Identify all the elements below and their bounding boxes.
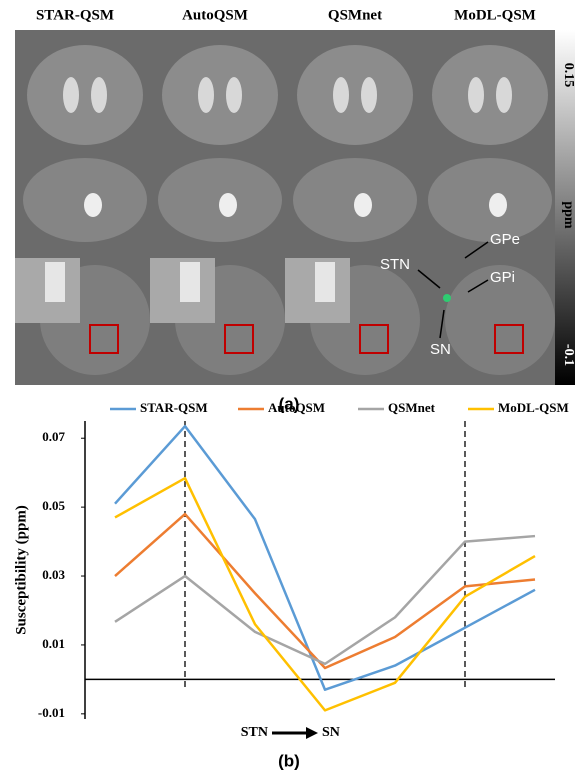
series-line [114, 512, 536, 670]
colorbar [555, 30, 575, 385]
y-tick-label: 0.07 [42, 429, 65, 444]
sagittal-spot [354, 193, 372, 217]
deep-gray [468, 77, 484, 113]
annotation: GPi [490, 269, 515, 286]
panel-a: STAR-QSM AutoQSM QSMnet MoDL-QSM 0.15 pp… [15, 7, 576, 413]
x-axis-arrowhead [306, 727, 318, 739]
axial-slice [297, 45, 413, 145]
axial-slice [162, 45, 278, 145]
axial-slice [432, 45, 548, 145]
roi-box [494, 324, 524, 354]
x-axis-label: SN [322, 725, 340, 740]
y-tick-label: -0.01 [38, 705, 65, 720]
annotation: SN [430, 341, 451, 358]
column-header: MoDL-QSM [454, 7, 536, 23]
deep-gray [496, 77, 512, 113]
legend-label: QSMnet [388, 400, 436, 415]
inset-spot [315, 262, 335, 302]
sagittal-spot [219, 193, 237, 217]
panel-label: (b) [278, 751, 300, 770]
sagittal-spot [84, 193, 102, 217]
annotation: GPe [490, 231, 520, 248]
deep-gray [63, 77, 79, 113]
roi-box [224, 324, 254, 354]
roi-box [359, 324, 389, 354]
panel-label: (a) [279, 394, 300, 413]
column-header: STAR-QSM [36, 7, 114, 23]
sagittal-spot [489, 193, 507, 217]
y-tick-label: 0.01 [42, 636, 65, 651]
roi-box [89, 324, 119, 354]
panel-b: Susceptibility (ppm) STN SN (b) 0.07 0.05… [13, 400, 568, 771]
brain-images [15, 45, 555, 375]
legend-label: AutoQSM [268, 400, 325, 415]
annotation: STN [380, 256, 410, 273]
series-line [114, 424, 536, 691]
roi-marker [443, 294, 451, 302]
series-line [114, 534, 536, 666]
legend-label: STAR-QSM [140, 400, 208, 415]
colorbar-unit: ppm [561, 201, 576, 229]
inset-spot [180, 262, 200, 302]
deep-gray [91, 77, 107, 113]
column-header: AutoQSM [182, 7, 248, 23]
annotation-arrows [417, 241, 489, 339]
x-axis-label: STN [241, 725, 268, 740]
deep-gray [198, 77, 214, 113]
axial-slice [27, 45, 143, 145]
legend-label: MoDL-QSM [498, 400, 569, 415]
inset-spot [45, 262, 65, 302]
y-tick-label: 0.05 [42, 498, 65, 513]
coronal-slice [445, 265, 555, 375]
deep-gray [226, 77, 242, 113]
y-axis-label: Susceptibility (ppm) [13, 505, 29, 635]
deep-gray [333, 77, 349, 113]
series-line [114, 476, 536, 712]
deep-gray [361, 77, 377, 113]
column-header: QSMnet [328, 7, 382, 23]
colorbar-max: 0.15 [561, 63, 576, 88]
y-tick-label: 0.03 [42, 567, 65, 582]
colorbar-min: -0.1 [561, 344, 576, 366]
